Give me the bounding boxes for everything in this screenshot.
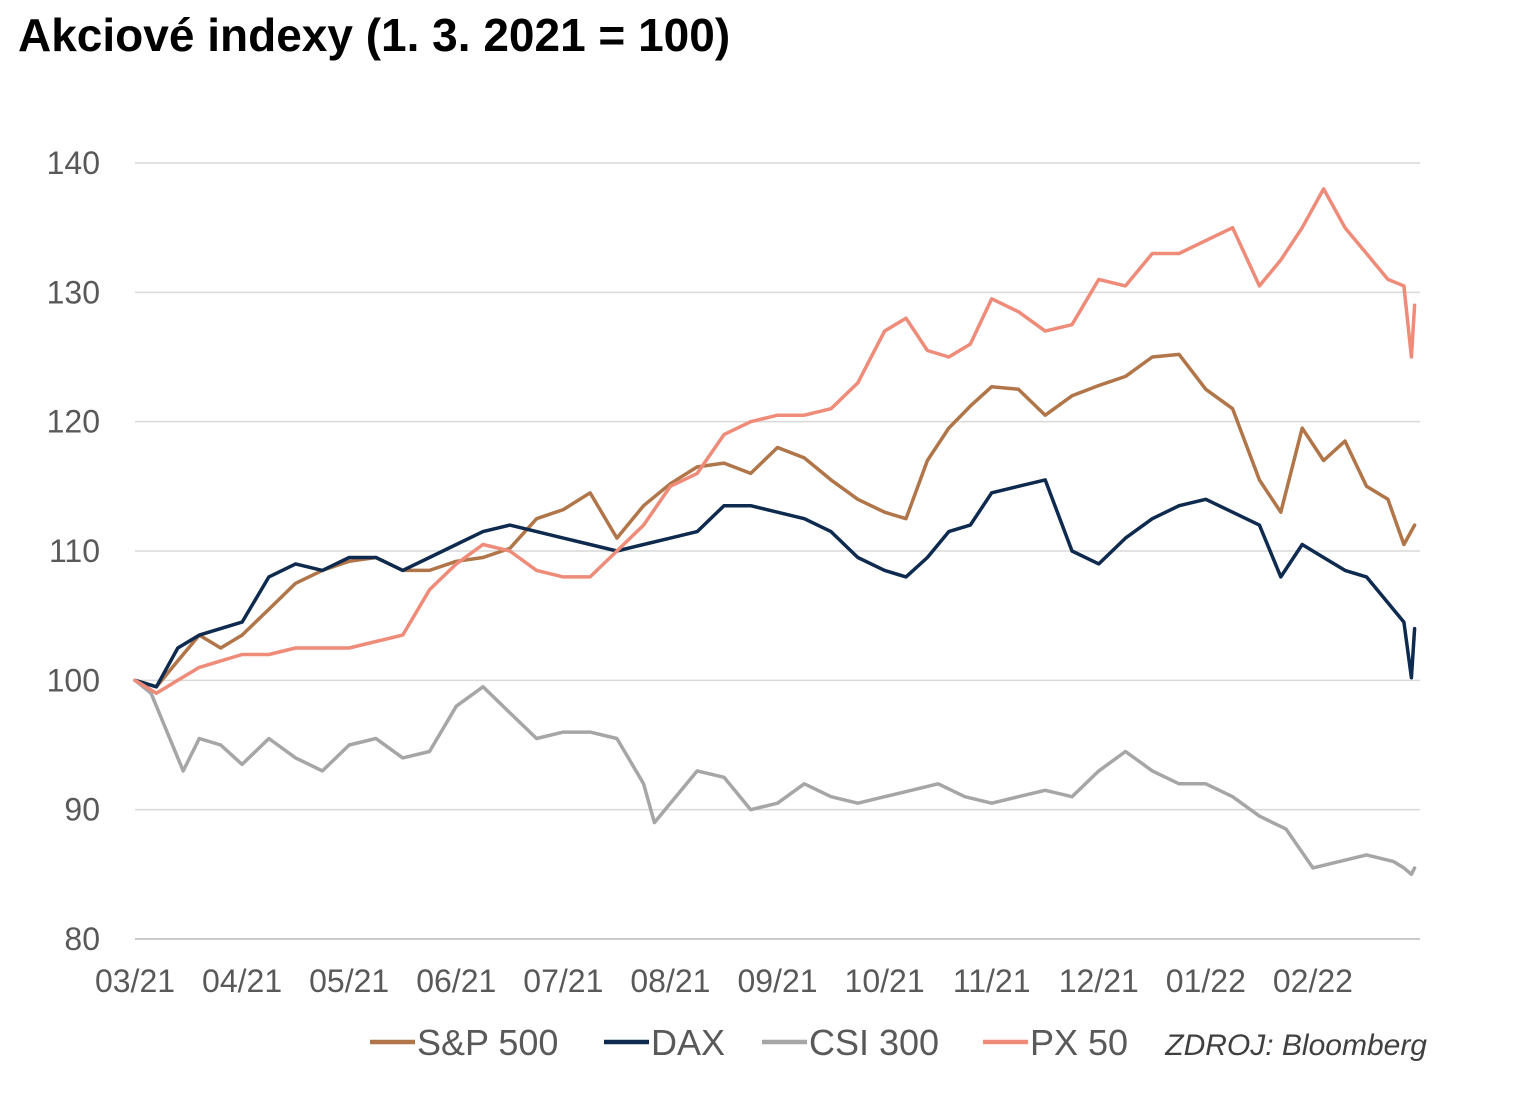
series-line-dax (133, 478, 1417, 689)
x-tick-label: 06/21 (416, 963, 496, 999)
y-tick-label: 110 (49, 533, 100, 569)
series-line-s-p-500 (133, 352, 1417, 689)
legend-label: DAX (651, 1022, 725, 1063)
x-tick-label: 12/21 (1059, 963, 1139, 999)
y-axis-tick-labels: 80 90 100 110 120 130 140 (47, 145, 100, 957)
y-tick-label: 100 (47, 662, 100, 698)
y-tick-label: 120 (47, 404, 100, 440)
x-tick-label: 09/21 (737, 963, 817, 999)
chart-title: Akciové indexy (1. 3. 2021 = 100) (18, 9, 731, 61)
series-line-px-50 (133, 187, 1417, 696)
gridlines (135, 162, 1420, 940)
x-tick-label: 01/22 (1166, 963, 1246, 999)
x-tick-label: 04/21 (202, 963, 282, 999)
x-tick-label: 10/21 (845, 963, 925, 999)
legend-label: CSI 300 (809, 1022, 939, 1063)
y-tick-label: 140 (47, 145, 100, 181)
x-tick-label: 03/21 (95, 963, 175, 999)
y-tick-label: 80 (64, 921, 100, 957)
legend: S&P 500 DAX CSI 300 PX 50 (370, 1022, 1128, 1063)
series-line-csi-300 (133, 678, 1417, 877)
source-note: ZDROJ: Bloomberg (1164, 1029, 1427, 1062)
y-tick-label: 90 (64, 792, 100, 828)
x-tick-label: 07/21 (523, 963, 603, 999)
legend-label: S&P 500 (417, 1022, 558, 1063)
x-tick-label: 02/22 (1273, 963, 1353, 999)
series-lines (133, 187, 1417, 877)
x-tick-label: 08/21 (630, 963, 710, 999)
x-axis-tick-labels: 03/21 04/21 05/21 06/21 07/21 08/21 09/21 10/21… (95, 963, 1353, 999)
y-tick-label: 130 (47, 274, 100, 310)
x-tick-label: 05/21 (309, 963, 389, 999)
legend-label: PX 50 (1030, 1022, 1128, 1063)
x-tick-label: 11/21 (953, 963, 1031, 999)
